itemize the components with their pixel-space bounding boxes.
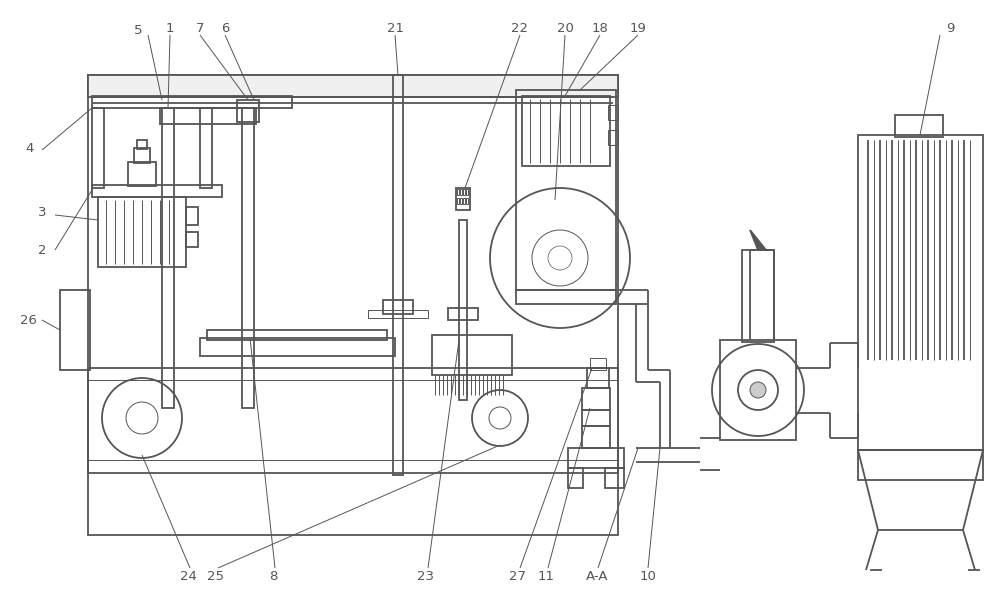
- Bar: [582, 426, 610, 448]
- Bar: [568, 448, 624, 468]
- Bar: [522, 96, 610, 166]
- Bar: [460, 198, 462, 204]
- Bar: [895, 115, 943, 137]
- Bar: [742, 250, 774, 342]
- Bar: [858, 135, 983, 450]
- Bar: [460, 189, 462, 195]
- Text: 2: 2: [38, 243, 46, 256]
- Bar: [92, 96, 292, 108]
- Bar: [463, 189, 465, 195]
- Circle shape: [750, 382, 766, 398]
- Bar: [463, 198, 465, 204]
- Bar: [60, 290, 90, 370]
- Text: 1: 1: [166, 21, 174, 34]
- Bar: [516, 90, 616, 290]
- Text: A-A: A-A: [586, 569, 608, 582]
- Bar: [459, 220, 467, 400]
- Bar: [582, 410, 610, 426]
- Text: 6: 6: [221, 21, 229, 34]
- Text: 9: 9: [946, 21, 954, 34]
- Text: 23: 23: [418, 569, 434, 582]
- Bar: [128, 162, 156, 186]
- Bar: [590, 358, 606, 370]
- Bar: [88, 368, 618, 473]
- Text: 11: 11: [538, 569, 554, 582]
- Bar: [207, 330, 387, 340]
- Text: 24: 24: [180, 569, 196, 582]
- Bar: [186, 207, 198, 225]
- Bar: [92, 185, 222, 197]
- Text: 10: 10: [640, 569, 656, 582]
- Bar: [608, 130, 618, 145]
- Bar: [605, 468, 624, 488]
- Text: 27: 27: [510, 569, 526, 582]
- Bar: [582, 388, 610, 410]
- Bar: [720, 340, 796, 440]
- Bar: [162, 108, 174, 408]
- Bar: [88, 75, 618, 535]
- Bar: [608, 105, 618, 120]
- Text: 4: 4: [26, 142, 34, 154]
- Bar: [457, 198, 459, 204]
- Text: 3: 3: [38, 207, 46, 219]
- Text: 22: 22: [512, 21, 528, 34]
- Bar: [393, 75, 403, 475]
- Bar: [432, 335, 512, 375]
- Text: 20: 20: [557, 21, 573, 34]
- Bar: [92, 108, 104, 188]
- Bar: [200, 338, 395, 356]
- Bar: [448, 308, 478, 320]
- Bar: [457, 189, 459, 195]
- Bar: [88, 75, 618, 97]
- Text: 8: 8: [269, 569, 277, 582]
- Bar: [137, 140, 147, 149]
- Bar: [383, 300, 413, 314]
- Bar: [456, 188, 470, 210]
- Text: 25: 25: [208, 569, 224, 582]
- Bar: [160, 108, 256, 124]
- Bar: [186, 232, 198, 247]
- Polygon shape: [750, 230, 766, 250]
- Bar: [858, 450, 983, 480]
- Text: 5: 5: [134, 23, 142, 37]
- Bar: [516, 290, 616, 304]
- Bar: [242, 108, 254, 408]
- Bar: [466, 198, 468, 204]
- Text: 21: 21: [386, 21, 404, 34]
- Text: 18: 18: [592, 21, 608, 34]
- Bar: [98, 197, 186, 267]
- Bar: [200, 108, 212, 188]
- Text: 26: 26: [20, 313, 36, 327]
- Bar: [368, 310, 428, 318]
- Text: 19: 19: [630, 21, 646, 34]
- Bar: [568, 468, 583, 488]
- Text: 7: 7: [196, 21, 204, 34]
- Bar: [237, 100, 259, 122]
- Bar: [587, 368, 609, 388]
- Bar: [134, 148, 150, 163]
- Bar: [466, 189, 468, 195]
